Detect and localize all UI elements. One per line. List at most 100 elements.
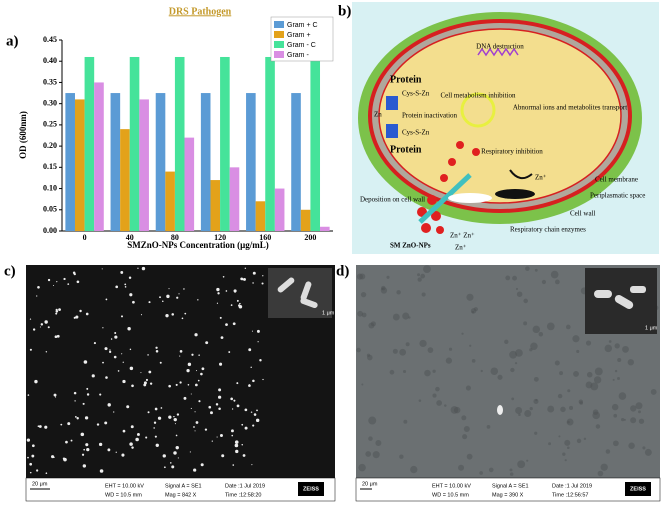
particle <box>76 417 79 420</box>
texture-spot <box>432 369 436 373</box>
nanoparticles <box>417 141 480 234</box>
bar <box>220 56 230 231</box>
texture-spot <box>518 413 521 417</box>
particle <box>36 469 39 472</box>
bar-chart: 0.00 0.05 0.10 0.15 0.20 0.25 0.30 0.35 0.40 0.45… <box>43 16 334 242</box>
particle <box>159 296 161 299</box>
texture-spot <box>509 350 517 359</box>
logo <box>298 482 324 496</box>
texture-spot <box>370 321 376 327</box>
particle <box>219 434 223 437</box>
texture-spot <box>526 459 529 462</box>
particle <box>148 301 151 304</box>
texture-spot <box>361 312 367 318</box>
particle <box>145 378 149 382</box>
particle <box>252 271 256 275</box>
panel-label: a) <box>6 33 19 49</box>
particle <box>252 379 255 383</box>
particle <box>256 409 258 412</box>
particle <box>165 314 169 318</box>
particle <box>113 411 115 413</box>
particle <box>63 277 66 281</box>
texture-spot <box>480 369 483 373</box>
texture-spot <box>418 399 422 402</box>
particle <box>60 423 63 426</box>
info: Time :12:56:57 <box>552 492 588 498</box>
texture-spot <box>368 436 373 441</box>
texture-spot <box>592 411 600 420</box>
texture-spot <box>618 392 627 400</box>
particle <box>53 393 57 397</box>
particle <box>157 416 162 420</box>
bar <box>129 56 140 231</box>
texture-spot <box>525 266 530 271</box>
bar <box>139 99 149 231</box>
texture-spot <box>465 385 471 391</box>
chart-title: DRS Pathogen <box>169 6 232 17</box>
particle <box>241 444 243 446</box>
particle <box>232 322 236 326</box>
texture-spot <box>594 367 603 376</box>
diagram-label: Cell metabolism inhibition <box>440 92 516 100</box>
particle <box>47 278 51 282</box>
particle <box>155 443 159 447</box>
particle <box>104 347 108 351</box>
legend-swatch <box>274 41 284 48</box>
particle <box>248 348 252 352</box>
particle <box>70 439 73 442</box>
info: Signal A = SE1 <box>165 483 202 489</box>
particle <box>255 418 260 423</box>
particle <box>240 277 244 281</box>
texture-spot <box>595 424 601 429</box>
particle <box>193 468 197 472</box>
particle <box>31 444 35 448</box>
particle <box>168 384 171 388</box>
texture-spot <box>590 382 599 391</box>
particle <box>85 312 89 316</box>
particle <box>132 300 135 304</box>
particle <box>84 416 89 420</box>
texture-spot <box>572 335 580 343</box>
info-bar <box>25 477 336 502</box>
texture-spot <box>585 340 592 346</box>
particle <box>45 472 48 475</box>
x-tick-label: 200 <box>304 233 316 242</box>
texture-spot <box>565 324 571 330</box>
particle <box>244 267 247 269</box>
texture-spot <box>486 424 491 429</box>
bar <box>200 93 211 231</box>
particle <box>86 387 89 390</box>
texture-spot <box>611 403 619 411</box>
particle <box>190 393 192 395</box>
particle <box>191 353 194 356</box>
particle <box>251 330 253 332</box>
texture-spot <box>359 273 366 280</box>
particle <box>242 454 246 457</box>
particle <box>121 353 123 355</box>
diagram-label: Protein <box>390 144 422 155</box>
bar <box>74 99 85 231</box>
inset <box>268 268 332 318</box>
texture-spot <box>358 463 366 472</box>
particle <box>117 370 120 372</box>
particle <box>252 282 254 284</box>
particle <box>45 351 48 353</box>
bar <box>110 93 121 231</box>
texture-spot <box>405 342 410 347</box>
texture-spot <box>402 312 410 320</box>
protein-icon <box>386 96 398 110</box>
particle <box>178 293 180 295</box>
texture-spot <box>612 378 615 381</box>
particle <box>79 309 82 313</box>
bar <box>84 56 95 231</box>
diagram-label: Deposition on cell wall <box>360 196 425 204</box>
y-tick-label: 0.05 <box>43 205 57 214</box>
texture-spot <box>461 415 467 421</box>
diagram-label: Protein <box>390 74 422 85</box>
bar <box>94 82 104 231</box>
particle <box>54 335 58 339</box>
texture-spot <box>445 357 453 364</box>
particle <box>166 294 170 299</box>
particle <box>175 445 179 450</box>
bar <box>210 180 221 231</box>
